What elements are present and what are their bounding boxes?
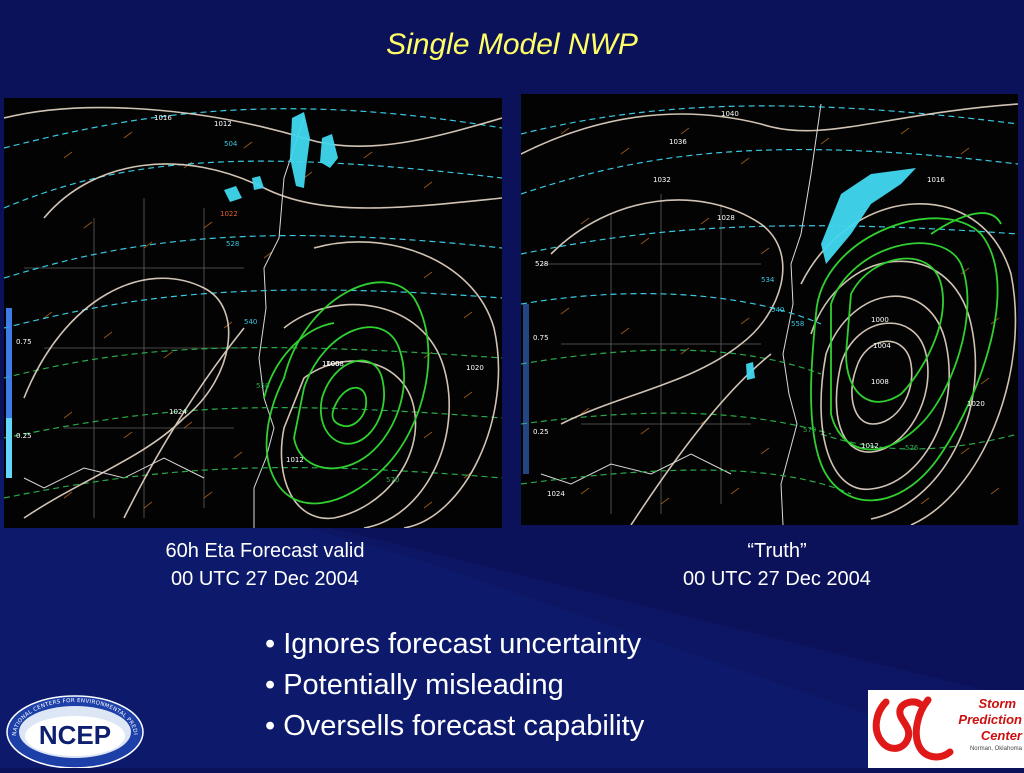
svg-text:1000: 1000 (322, 360, 340, 368)
precip-contours (810, 212, 1002, 502)
svg-text:1020: 1020 (967, 400, 985, 408)
svg-text:0.25: 0.25 (16, 432, 32, 440)
svg-text:NCEP: NCEP (39, 720, 111, 750)
svg-text:Center: Center (981, 728, 1023, 743)
truth-analysis-map-graphic: 1040 1036 1032 1028 1016 0.75 0.25 1024 … (521, 103, 1018, 525)
bullet-item: • Potentially misleading (265, 669, 564, 701)
spc-logo: Storm Prediction Center Norman, Oklahoma (868, 690, 1024, 768)
svg-text:558: 558 (256, 382, 269, 390)
svg-text:528: 528 (226, 240, 239, 248)
forecast-caption: 60h Eta Forecast valid 00 UTC 27 Dec 200… (115, 537, 415, 593)
bullet-item: • Ignores forecast uncertainty (265, 628, 642, 660)
svg-text:1016: 1016 (154, 114, 172, 122)
bullet-list: • Ignores forecast uncertainty • Potenti… (265, 624, 644, 747)
snow-areas (224, 112, 338, 202)
svg-text:1008: 1008 (871, 378, 889, 386)
coastline (23, 117, 305, 528)
forecast-caption-line1: 60h Eta Forecast valid (165, 540, 365, 562)
snow-areas (746, 168, 916, 380)
truth-analysis-map: 1040 1036 1032 1028 1016 0.75 0.25 1024 … (521, 94, 1018, 525)
svg-text:558: 558 (791, 320, 804, 328)
contour-labels: 1016 1012 504 528 540 1024 0.75 0.25 100… (16, 114, 484, 484)
svg-text:0.25: 0.25 (533, 428, 549, 436)
thickness-lines-green (521, 349, 1018, 495)
state-borders (24, 198, 244, 518)
svg-text:1012: 1012 (214, 120, 232, 128)
color-scale-bar (6, 308, 12, 478)
svg-text:1020: 1020 (466, 364, 484, 372)
precip-contours (263, 281, 430, 505)
svg-text:Prediction: Prediction (958, 712, 1022, 727)
svg-text:1036: 1036 (669, 138, 687, 146)
truth-caption-line1: “Truth” (747, 540, 807, 562)
state-borders (541, 194, 761, 514)
svg-text:1008: 1008 (326, 360, 344, 368)
thickness-lines (521, 105, 1018, 325)
svg-text:540: 540 (771, 306, 784, 314)
bullet-item: • Oversells forecast capability (265, 710, 645, 742)
svg-text:504: 504 (224, 140, 238, 148)
slide-title: Single Model NWP (386, 28, 638, 61)
svg-text:0.75: 0.75 (533, 334, 549, 342)
svg-text:1040: 1040 (721, 110, 739, 118)
svg-text:1016: 1016 (927, 176, 945, 184)
svg-text:1012: 1012 (861, 442, 879, 450)
svg-text:1028: 1028 (717, 214, 735, 222)
svg-text:Norman, Oklahoma: Norman, Oklahoma (970, 746, 1023, 752)
eta-forecast-map-graphic: 1016 1012 504 528 540 1024 0.75 0.25 100… (4, 106, 502, 528)
svg-text:1012: 1012 (286, 456, 304, 464)
ncep-logo: NATIONAL CENTERS FOR ENVIRONMENTAL PREDI… (4, 686, 144, 768)
svg-text:1024: 1024 (169, 408, 187, 416)
contour-labels: 1040 1036 1032 1028 1016 0.75 0.25 1024 … (533, 110, 985, 498)
svg-text:1024: 1024 (547, 490, 565, 498)
svg-text:1032: 1032 (653, 176, 671, 184)
svg-text:570: 570 (386, 476, 399, 484)
svg-text:528: 528 (535, 260, 548, 268)
thickness-lines (4, 108, 502, 329)
eta-forecast-map: 1016 1012 504 528 540 1024 0.75 0.25 100… (4, 98, 502, 528)
coastline (540, 103, 822, 525)
truth-caption: “Truth” 00 UTC 27 Dec 2004 (627, 537, 927, 593)
svg-text:1022: 1022 (220, 210, 238, 218)
truth-caption-line2: 00 UTC 27 Dec 2004 (683, 568, 871, 590)
isobars (521, 103, 1018, 525)
thickness-lines-green (4, 346, 502, 499)
svg-text:0.75: 0.75 (16, 338, 32, 346)
forecast-caption-line2: 00 UTC 27 Dec 2004 (171, 568, 359, 590)
svg-text:1000: 1000 (871, 316, 889, 324)
svg-text:Storm: Storm (978, 696, 1016, 711)
svg-text:1004: 1004 (873, 342, 891, 350)
svg-text:534: 534 (761, 276, 775, 284)
svg-text:570: 570 (803, 426, 816, 434)
svg-text:576: 576 (905, 444, 919, 452)
svg-text:540: 540 (244, 318, 257, 326)
